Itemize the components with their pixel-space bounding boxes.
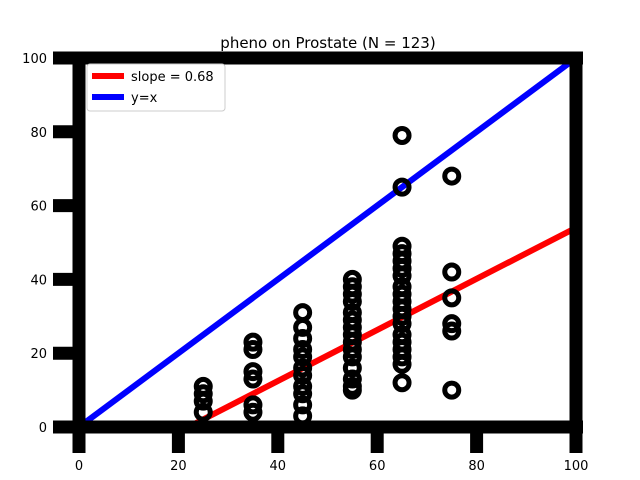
- x-tick-label: 40: [270, 459, 287, 474]
- x-tick-label: 60: [369, 459, 386, 474]
- data-point: [442, 166, 462, 186]
- data-points: [193, 125, 462, 426]
- chart-title: pheno on Prostate (N = 123): [220, 34, 435, 52]
- identity-line: [79, 58, 576, 427]
- data-point: [293, 317, 313, 337]
- data-point: [342, 369, 362, 389]
- data-point: [392, 125, 412, 145]
- plot-area: [79, 58, 576, 427]
- data-point: [193, 384, 213, 404]
- trend-lines: [79, 58, 576, 427]
- data-point: [342, 380, 362, 400]
- y-tick-label: 80: [30, 126, 47, 141]
- data-point: [243, 402, 263, 422]
- x-tick-label: 20: [170, 459, 187, 474]
- data-point: [193, 402, 213, 422]
- data-point: [293, 328, 313, 348]
- data-point: [342, 292, 362, 312]
- data-point: [293, 347, 313, 367]
- data-point: [342, 347, 362, 367]
- data-point: [293, 303, 313, 323]
- legend: slope = 0.68 y=x: [86, 63, 226, 112]
- data-point: [243, 332, 263, 352]
- legend-identity-label: y=x: [131, 91, 158, 106]
- data-point: [342, 358, 362, 378]
- data-point: [243, 362, 263, 382]
- data-point: [392, 354, 412, 374]
- axes: 0 20 40 60 80 100 0 20 40 60 80 100: [22, 51, 589, 474]
- data-point: [392, 177, 412, 197]
- y-tick-label: 60: [30, 200, 47, 215]
- data-point: [342, 284, 362, 304]
- data-point: [293, 340, 313, 360]
- data-point: [293, 365, 313, 385]
- data-point: [293, 358, 313, 378]
- data-point: [392, 373, 412, 393]
- data-point: [243, 369, 263, 389]
- data-point: [392, 306, 412, 326]
- data-point: [442, 288, 462, 308]
- data-point: [243, 340, 263, 360]
- data-point: [442, 262, 462, 282]
- data-point: [293, 395, 313, 415]
- data-point: [392, 266, 412, 286]
- data-point: [243, 395, 263, 415]
- data-point: [442, 314, 462, 334]
- y-tick-label: 0: [39, 421, 47, 436]
- y-tick-label: 20: [30, 347, 47, 362]
- data-point: [342, 340, 362, 360]
- data-point: [293, 376, 313, 396]
- legend-fit-label: slope = 0.68: [131, 70, 214, 85]
- x-tick-label: 100: [564, 459, 589, 474]
- x-tick-label: 0: [75, 459, 83, 474]
- x-tick-label: 80: [468, 459, 485, 474]
- fit-line: [186, 225, 576, 427]
- data-point: [442, 380, 462, 400]
- data-point: [293, 384, 313, 404]
- data-point: [392, 314, 412, 334]
- data-point: [392, 347, 412, 367]
- data-point: [442, 321, 462, 341]
- data-point: [392, 258, 412, 278]
- data-point: [193, 391, 213, 411]
- y-tick-label: 100: [22, 52, 47, 67]
- y-tick-label: 40: [30, 273, 47, 288]
